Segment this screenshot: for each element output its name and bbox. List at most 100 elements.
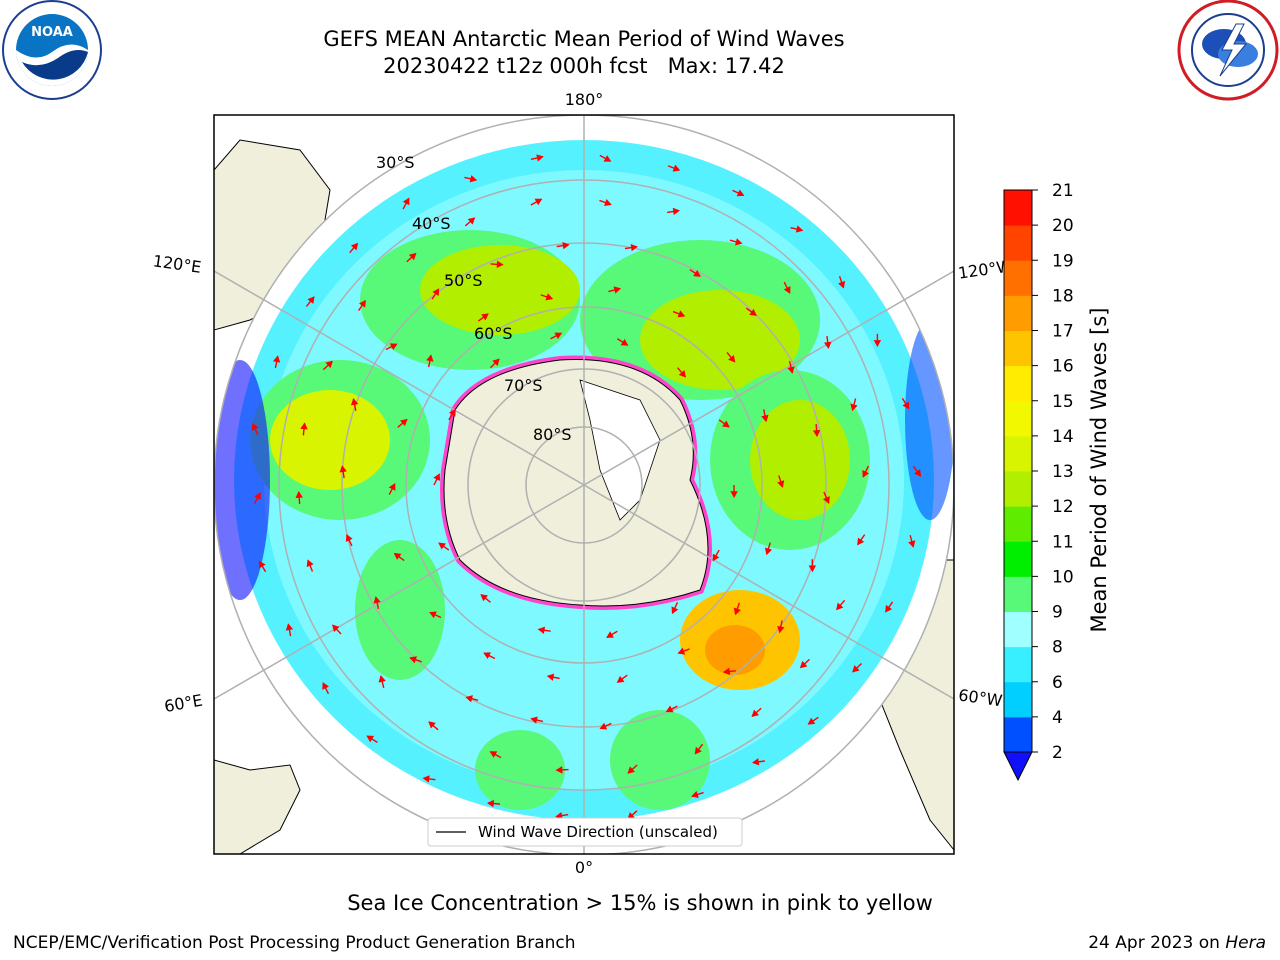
- wind-arrow-head: [272, 355, 281, 363]
- wind-arrow-head: [606, 631, 614, 638]
- colorbar-swatch: [1004, 365, 1032, 402]
- lat-label-50s: 50°S: [444, 271, 483, 290]
- wind-arrow-head: [807, 717, 816, 725]
- wind-arrow-head: [481, 313, 489, 321]
- legend-label: Wind Wave Direction (unscaled): [478, 823, 718, 841]
- wind-arrow-head: [350, 397, 359, 406]
- wind-arrow-head: [822, 496, 830, 504]
- wind-arrow-head: [749, 308, 757, 316]
- wind-arrow-head: [812, 429, 821, 438]
- wind-arrow-head: [373, 596, 381, 604]
- wind-arrow-head: [448, 408, 456, 417]
- colorbar-swatch: [1004, 190, 1032, 226]
- wind-arrow-head: [554, 332, 563, 340]
- wind-arrow-head: [562, 241, 570, 250]
- wind-arrow-head: [332, 624, 340, 633]
- title-line-2: 20230422 t12z 000h fcst Max: 17.42: [383, 54, 785, 78]
- wind-arrow-head: [400, 418, 408, 427]
- wind-arrow-head: [665, 705, 674, 713]
- colorbar-tick-label: 10: [1052, 567, 1074, 587]
- wind-arrow-head: [295, 490, 303, 499]
- wind-arrow-head: [480, 594, 488, 602]
- wind-arrow-head: [345, 534, 353, 542]
- wind-arrow-head: [677, 647, 686, 655]
- title-line-1: GEFS MEAN Antarctic Mean Period of Wind …: [323, 27, 845, 51]
- credit-date: 24 Apr 2023 on Hera: [1088, 933, 1266, 953]
- colorbar-under-extension: [1003, 751, 1033, 782]
- wind-arrow-head: [408, 252, 417, 261]
- colorbar-tick-label: 20: [1052, 216, 1074, 236]
- credit-machine: Hera: [1225, 933, 1266, 953]
- wind-arrow-head: [751, 758, 760, 766]
- colorbar-swatch: [1004, 260, 1032, 296]
- wind-arrow-head: [694, 746, 702, 755]
- wind-arrow-head: [852, 665, 860, 673]
- wind-arrow-head: [306, 559, 314, 568]
- credit-date-text: 24 Apr 2023 on: [1088, 933, 1226, 953]
- colorbar-tick-label: 21: [1052, 181, 1074, 201]
- wind-arrow-head: [733, 607, 741, 616]
- wind-arrow-head: [300, 422, 308, 430]
- wind-arrow-head: [555, 766, 563, 774]
- wind-arrow-head: [677, 310, 686, 318]
- wind-arrow-head: [546, 673, 555, 681]
- noaa-logo-icon: NOAA: [2, 0, 102, 100]
- colorbar-swatch: [1004, 681, 1032, 718]
- lon-label-0: 0°: [575, 858, 593, 877]
- colorbar-swatch: [1004, 541, 1032, 577]
- wind-arrow-head: [761, 414, 769, 423]
- wind-arrow-head: [489, 751, 498, 758]
- wind-arrow-head: [428, 721, 436, 729]
- colorbar-label: Mean Period of Wind Waves [s]: [1087, 308, 1111, 633]
- wind-arrow-head: [322, 682, 329, 690]
- wind-arrow-head: [285, 623, 294, 631]
- colorbar-swatch: [1004, 576, 1032, 612]
- wind-arrow-head: [857, 537, 865, 546]
- wind-arrow-head: [426, 354, 434, 362]
- wind-arrow-head: [613, 286, 622, 294]
- wind-arrow-head: [678, 370, 687, 378]
- sea-ice-note: Sea Ice Concentration > 15% is shown in …: [347, 891, 933, 915]
- lat-label-40s: 40°S: [412, 214, 451, 233]
- wind-arrow-head: [465, 695, 473, 703]
- colorbar-tick-label: 8: [1052, 638, 1063, 658]
- wind-arrow-head: [691, 790, 699, 798]
- colorbar-tick-label: 16: [1052, 357, 1074, 377]
- wind-arrow-head: [751, 709, 759, 717]
- wind-arrow-head: [534, 198, 543, 206]
- wind-arrow-head: [764, 547, 773, 556]
- lat-label-60s: 60°S: [474, 324, 513, 343]
- wind-arrow-head: [402, 197, 410, 206]
- colorbar-tick-label: 17: [1052, 322, 1074, 342]
- colorbar-swatch: [1004, 506, 1032, 542]
- wind-arrow-head: [254, 492, 261, 500]
- wind-arrow-head: [722, 420, 730, 428]
- wind-arrow-head: [728, 354, 736, 363]
- wind-arrow-head: [409, 656, 417, 664]
- wind-arrow-head: [799, 660, 808, 669]
- lat-label-80s: 80°S: [533, 425, 572, 444]
- colorbar-tick-label: 13: [1052, 462, 1074, 482]
- africa-land: [214, 759, 301, 854]
- wind-arrow-head: [359, 299, 366, 308]
- map-legend: Wind Wave Direction (unscaled): [427, 817, 743, 847]
- wind-arrow-head: [388, 482, 396, 491]
- wind-arrow-head: [536, 154, 544, 162]
- lon-label-60w: 60°W: [957, 685, 1004, 710]
- wind-arrow-head: [599, 722, 608, 730]
- longitude-gridlines: [214, 115, 954, 854]
- colorbar-swatch: [1004, 611, 1032, 648]
- lon-label-120e: 120°E: [152, 251, 203, 277]
- wind-arrow-head: [693, 269, 701, 277]
- wind-arrow-head: [671, 606, 679, 615]
- wind-arrow-head: [433, 473, 441, 482]
- wind-arrow-head: [469, 175, 478, 183]
- colorbar-tick-label: 2: [1052, 743, 1063, 763]
- colorbar-tick-label: 6: [1052, 673, 1063, 693]
- wind-arrow-head: [378, 675, 386, 683]
- colorbar-swatch: [1004, 716, 1032, 753]
- wind-arrow-head: [486, 799, 495, 808]
- antarctica-land: [443, 359, 709, 607]
- wind-arrow-head: [496, 260, 504, 269]
